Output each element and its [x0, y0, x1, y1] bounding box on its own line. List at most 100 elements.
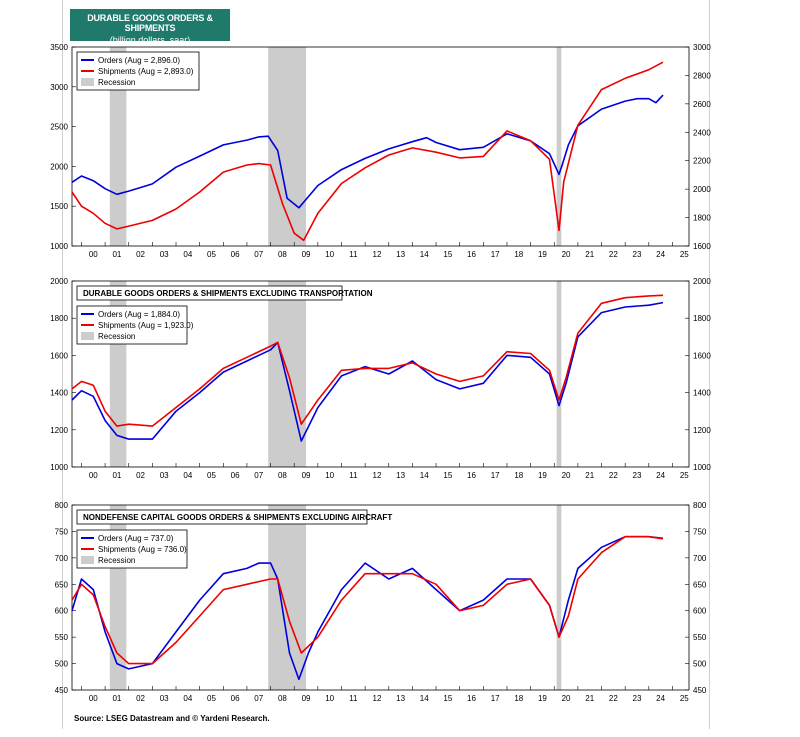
x-tick-label: 10 — [325, 471, 334, 480]
x-tick-label: 06 — [231, 250, 240, 259]
x-tick-label: 01 — [112, 694, 121, 703]
x-tick-label: 16 — [467, 471, 476, 480]
x-tick-label: 16 — [467, 250, 476, 259]
x-tick-label: 16 — [467, 694, 476, 703]
x-tick-label: 00 — [89, 471, 98, 480]
x-tick-label: 03 — [160, 250, 169, 259]
legend-swatch-recession — [81, 332, 94, 340]
x-tick-label: 05 — [207, 694, 216, 703]
y2-tick-label: 2000 — [693, 277, 711, 286]
legend-label: Recession — [98, 556, 135, 565]
x-tick-label: 04 — [183, 694, 192, 703]
panel-title-box — [76, 509, 368, 525]
y2-tick-label: 500 — [693, 660, 707, 669]
y-tick-label: 1600 — [50, 351, 68, 360]
x-tick-label: 08 — [278, 250, 287, 259]
x-tick-label: 15 — [443, 471, 452, 480]
x-tick-label: 17 — [491, 250, 500, 259]
x-tick-label: 08 — [278, 694, 287, 703]
panel-title: DURABLE GOODS ORDERS & SHIPMENTS EXCLUDI… — [83, 289, 373, 298]
x-tick-label: 07 — [254, 471, 263, 480]
series-line-shipments — [71, 294, 664, 427]
x-tick-label: 03 — [160, 694, 169, 703]
x-tick-label: 24 — [656, 250, 665, 259]
y2-tick-label: 650 — [693, 580, 707, 589]
x-tick-label: 14 — [420, 250, 429, 259]
x-tick-label: 04 — [183, 471, 192, 480]
series-line-shipments — [71, 61, 664, 242]
x-tick-label: 01 — [112, 471, 121, 480]
chart-title-box: DURABLE GOODS ORDERS & SHIPMENTS (billio… — [70, 9, 230, 45]
x-tick-label: 08 — [278, 471, 287, 480]
y-tick-label: 700 — [55, 554, 69, 563]
plot-area-border — [71, 280, 690, 468]
recession-bar — [268, 505, 307, 690]
legend-swatch-recession — [81, 556, 94, 564]
plot-area-border — [71, 46, 690, 247]
y-tick-label: 1800 — [50, 314, 68, 323]
x-tick-label: 14 — [420, 471, 429, 480]
x-tick-label: 22 — [609, 694, 618, 703]
x-tick-label: 24 — [656, 694, 665, 703]
y-tick-label: 1500 — [50, 202, 68, 211]
y-tick-label: 600 — [55, 607, 69, 616]
x-tick-label: 12 — [373, 471, 382, 480]
x-tick-label: 21 — [585, 471, 594, 480]
x-tick-label: 20 — [562, 471, 571, 480]
y-tick-label: 3500 — [50, 43, 68, 52]
y2-tick-label: 800 — [693, 501, 707, 510]
y2-tick-label: 1400 — [693, 389, 711, 398]
legend-swatch-recession — [81, 78, 94, 86]
x-tick-label: 13 — [396, 694, 405, 703]
legend-box — [76, 529, 188, 569]
x-tick-label: 02 — [136, 250, 145, 259]
plot-area-border — [71, 504, 690, 691]
y2-tick-label: 1600 — [693, 242, 711, 251]
y2-tick-label: 3000 — [693, 43, 711, 52]
source-note: Source: LSEG Datastream and © Yardeni Re… — [74, 714, 270, 723]
y-tick-label: 450 — [55, 686, 69, 695]
x-tick-label: 15 — [443, 250, 452, 259]
chart-panel-3: 800 750 700 650 600 550 500 450 800 750 700 650 600 5… — [55, 501, 707, 703]
x-tick-label: 09 — [302, 471, 311, 480]
x-tick-label: 06 — [231, 694, 240, 703]
legend-label: Orders (Aug = 2,896.0) — [98, 56, 180, 65]
x-tick-label: 11 — [349, 250, 358, 259]
y-tick-label: 2000 — [50, 162, 68, 171]
y2-tick-label: 1600 — [693, 351, 711, 360]
recession-bar — [556, 281, 562, 467]
y-tick-label: 800 — [55, 501, 69, 510]
x-tick-label: 25 — [680, 471, 689, 480]
x-tick-label: 05 — [207, 471, 216, 480]
recession-bar — [556, 505, 562, 690]
y2-tick-label: 2600 — [693, 100, 711, 109]
y2-tick-label: 1800 — [693, 214, 711, 223]
y-tick-label: 1400 — [50, 389, 68, 398]
y-tick-label: 650 — [55, 580, 69, 589]
x-tick-label: 22 — [609, 471, 618, 480]
x-tick-label: 18 — [514, 471, 523, 480]
x-tick-label: 23 — [633, 250, 642, 259]
y-tick-label: 1000 — [50, 463, 68, 472]
panel-title: NONDEFENSE CAPITAL GOODS ORDERS & SHIPME… — [83, 513, 392, 522]
y2-tick-label: 2000 — [693, 185, 711, 194]
x-tick-label: 23 — [633, 694, 642, 703]
x-tick-label: 25 — [680, 694, 689, 703]
recession-bar — [556, 47, 562, 246]
y2-tick-label: 1800 — [693, 314, 711, 323]
panel-title-box — [76, 285, 343, 301]
legend-box — [76, 305, 188, 345]
series-line-orders — [71, 535, 664, 681]
legend-label: Recession — [98, 332, 135, 341]
legend-label: Recession — [98, 78, 135, 87]
y2-tick-label: 2800 — [693, 71, 711, 80]
y-tick-label: 2000 — [50, 277, 68, 286]
x-tick-label: 19 — [538, 250, 547, 259]
x-tick-label: 05 — [207, 250, 216, 259]
recession-bar — [109, 47, 127, 246]
legend-label: Shipments (Aug = 736.0) — [98, 545, 187, 554]
x-tick-label: 24 — [656, 471, 665, 480]
x-tick-label: 18 — [514, 694, 523, 703]
y-tick-label: 500 — [55, 660, 69, 669]
